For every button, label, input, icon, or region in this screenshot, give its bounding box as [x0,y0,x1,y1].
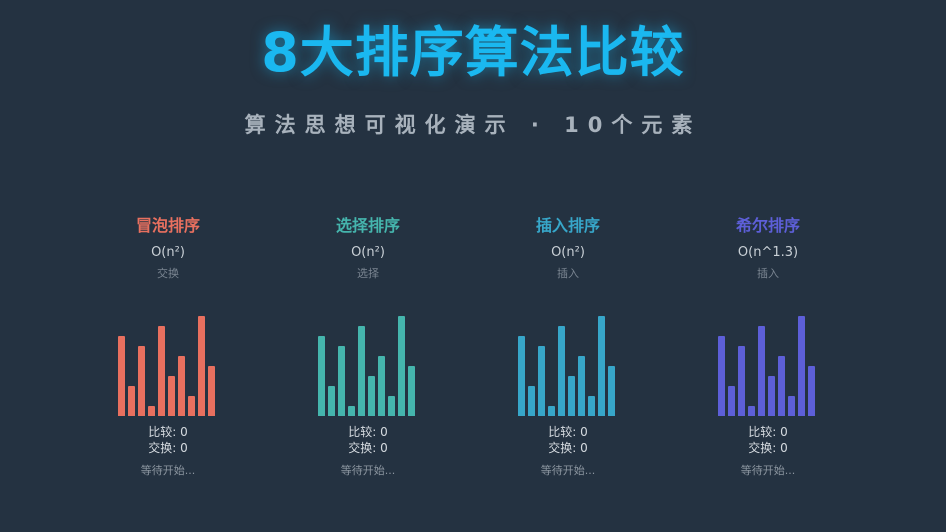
status-text: 等待开始... [140,464,196,477]
array-bar [797,316,805,416]
algorithm-kind: 插入 [557,267,579,280]
page-title: 8大排序算法比较 [261,21,685,84]
array-bar [757,326,765,416]
bar-visualization [717,316,819,416]
array-bar [767,376,775,416]
array-bar [787,396,795,416]
array-bar [317,336,325,416]
algorithm-complexity: O(n²) [151,245,185,260]
array-bar [777,356,785,416]
algorithm-name: 插入排序 [535,216,600,235]
array-bar [607,366,615,416]
algorithm-complexity: O(n²) [351,245,385,260]
array-bar [327,386,335,416]
array-bar [347,406,355,416]
swap-count: 交换: 0 [348,441,388,455]
array-bar [717,336,725,416]
array-bar [357,326,365,416]
algorithm-complexity: O(n²) [551,245,585,260]
algorithm-name: 选择排序 [335,216,400,235]
array-bar [377,356,385,416]
status-text: 等待开始... [540,464,596,477]
page-subtitle: 算法思想可视化演示 · 10个元素 [244,113,702,137]
array-bar [167,376,175,416]
compare-count: 比较: 0 [348,425,388,439]
algorithm-card-bubble: 冒泡排序 O(n²) 交换 比较: 0 交换: 0 等待开始... [68,214,268,479]
swap-count: 交换: 0 [748,441,788,455]
array-bar [807,366,815,416]
array-bar [407,366,415,416]
algorithm-card-shell: 希尔排序 O(n^1.3) 插入 比较: 0 交换: 0 等待开始... [668,214,868,479]
array-bar [117,336,125,416]
algorithm-kind: 选择 [357,267,379,280]
array-bar [157,326,165,416]
array-bar [337,346,345,416]
compare-count: 比较: 0 [148,425,188,439]
array-bar [137,346,145,416]
array-bar [397,316,405,416]
array-bar [187,396,195,416]
array-bar [517,336,525,416]
algorithm-kind: 插入 [757,267,779,280]
array-bar [527,386,535,416]
array-bar [177,356,185,416]
array-bar [547,406,555,416]
array-bar [367,376,375,416]
array-bar [207,366,215,416]
status-text: 等待开始... [340,464,396,477]
array-bar [127,386,135,416]
swap-count: 交换: 0 [148,441,188,455]
bar-visualization [317,316,419,416]
array-bar [387,396,395,416]
compare-count: 比较: 0 [548,425,588,439]
swap-count: 交换: 0 [548,441,588,455]
array-bar [577,356,585,416]
algorithm-card-selection: 选择排序 O(n²) 选择 比较: 0 交换: 0 等待开始... [268,214,468,479]
algorithm-name: 冒泡排序 [135,216,200,235]
array-bar [737,346,745,416]
compare-count: 比较: 0 [748,425,788,439]
array-bar [557,326,565,416]
array-bar [147,406,155,416]
array-bar [537,346,545,416]
status-text: 等待开始... [740,464,796,477]
array-bar [567,376,575,416]
algorithm-kind: 交换 [157,267,179,280]
array-bar [587,396,595,416]
array-bar [727,386,735,416]
bar-visualization [517,316,619,416]
algorithm-card-insertion: 插入排序 O(n²) 插入 比较: 0 交换: 0 等待开始... [468,214,668,479]
array-bar [597,316,605,416]
array-bar [197,316,205,416]
array-bar [747,406,755,416]
bar-visualization [117,316,219,416]
algorithm-name: 希尔排序 [735,216,800,235]
algorithm-complexity: O(n^1.3) [737,245,799,260]
